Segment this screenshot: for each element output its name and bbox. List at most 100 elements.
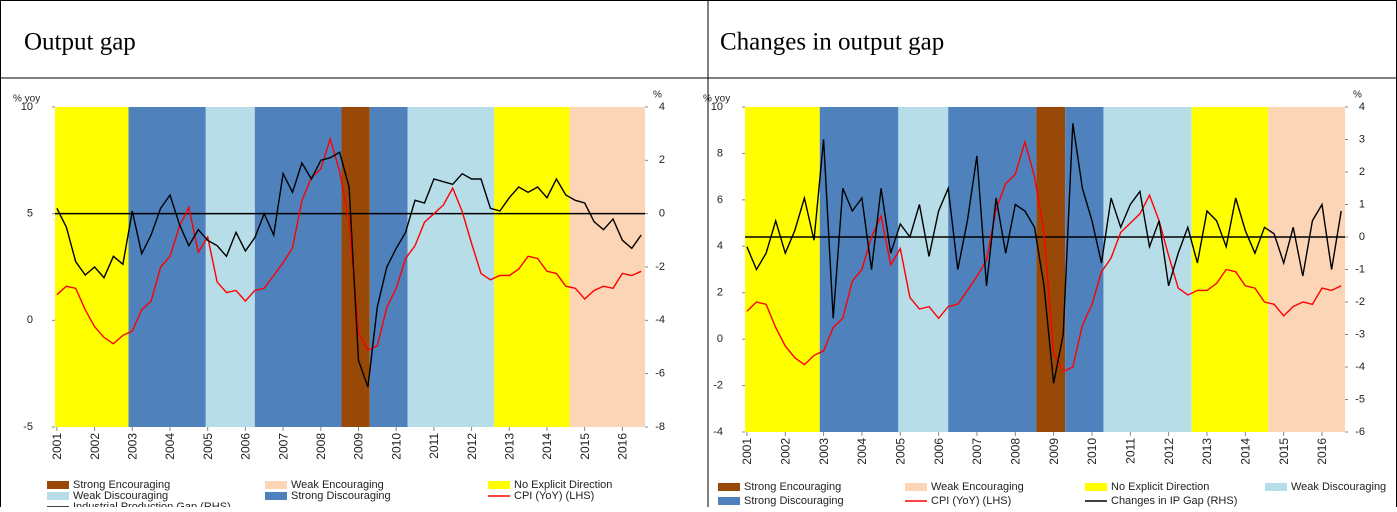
x-tick-label: 2008 xyxy=(314,433,328,460)
y2-tick-label: -8 xyxy=(655,421,665,433)
x-tick-label: 2014 xyxy=(540,433,554,460)
series-line xyxy=(746,139,1342,373)
legend-label: Weak Encouraging xyxy=(931,481,1024,493)
regime-band xyxy=(948,107,1037,432)
x-tick-label: 2001 xyxy=(50,433,64,460)
y-tick-label: 10 xyxy=(711,101,723,113)
x-tick-label: 2012 xyxy=(1162,438,1176,465)
x-tick-label: 2007 xyxy=(970,438,984,465)
y2-tick-label: -5 xyxy=(1355,393,1365,405)
x-tick-label: 2015 xyxy=(1277,438,1291,465)
y-axis-label: % yoy xyxy=(703,94,730,105)
legend-label: CPI (YoY) (LHS) xyxy=(931,495,1011,507)
y-tick-label: 5 xyxy=(27,208,33,220)
x-tick-label: 2008 xyxy=(1008,438,1022,465)
legend-swatch xyxy=(47,492,69,500)
y2-tick-label: 2 xyxy=(1359,166,1365,178)
cell-title: Output gap xyxy=(24,29,136,56)
y-tick-label: -4 xyxy=(713,426,723,438)
x-tick-label: 2014 xyxy=(1238,438,1252,465)
x-tick-label: 2010 xyxy=(389,433,403,460)
y2-axis-label: % xyxy=(653,90,662,101)
legend-swatch xyxy=(265,481,287,489)
x-tick-label: 2003 xyxy=(817,438,831,465)
y-tick-label: 4 xyxy=(717,240,723,252)
y-axis-label: % yoy xyxy=(13,94,40,105)
x-tick-label: 2002 xyxy=(88,433,102,460)
y-tick-label: 0 xyxy=(717,333,723,345)
series-line xyxy=(56,136,642,352)
regime-band xyxy=(55,107,129,427)
y-tick-label: 6 xyxy=(717,194,723,206)
y2-tick-label: 2 xyxy=(659,154,665,166)
x-tick-label: 2003 xyxy=(125,433,139,460)
x-tick-label: 2015 xyxy=(578,433,592,460)
regime-band xyxy=(254,107,342,427)
regime-band xyxy=(745,107,820,432)
regime-band xyxy=(407,107,495,427)
legend-swatch xyxy=(47,481,69,489)
legend-label: Strong Encouraging xyxy=(73,479,170,491)
regime-band xyxy=(369,107,408,427)
y2-tick-label: 3 xyxy=(1359,133,1365,145)
y-tick-label: 0 xyxy=(27,314,33,326)
legend-label: Weak Encouraging xyxy=(291,479,384,491)
x-tick-label: 2005 xyxy=(893,438,907,465)
x-tick-label: 2011 xyxy=(1123,438,1137,464)
x-tick-label: 2006 xyxy=(932,438,946,465)
y2-tick-label: 0 xyxy=(659,208,665,220)
y-tick-label: -5 xyxy=(23,421,33,433)
legend-swatch xyxy=(265,492,287,500)
y2-tick-label: 1 xyxy=(1359,198,1365,210)
y2-tick-label: -4 xyxy=(1355,361,1365,373)
x-tick-label: 2001 xyxy=(740,438,754,465)
y2-tick-label: -2 xyxy=(1355,296,1365,308)
regime-band xyxy=(1191,107,1269,432)
regime-band xyxy=(341,107,370,427)
legend-label: CPI (YoY) (LHS) xyxy=(514,490,594,502)
legend-label: Weak Discouraging xyxy=(73,490,168,502)
y-tick-label: 2 xyxy=(717,287,723,299)
y2-tick-label: -1 xyxy=(1355,263,1365,275)
legend-label: Strong Encouraging xyxy=(744,481,841,493)
legend-label: No Explicit Direction xyxy=(1111,481,1209,493)
y2-tick-label: -3 xyxy=(1355,328,1365,340)
x-tick-label: 2007 xyxy=(276,433,290,460)
regime-band xyxy=(128,107,206,427)
legend-label: Weak Discouraging xyxy=(1291,481,1386,493)
x-tick-label: 2011 xyxy=(427,433,441,459)
x-tick-label: 2006 xyxy=(239,433,253,460)
regime-band xyxy=(205,107,255,427)
legend-label: Changes in IP Gap (RHS) xyxy=(1111,495,1237,507)
y-tick-label: -2 xyxy=(713,379,723,391)
y2-tick-label: 4 xyxy=(1359,101,1365,113)
regime-band xyxy=(1268,107,1345,432)
x-tick-label: 2013 xyxy=(502,433,516,460)
y2-axis-label: % xyxy=(1353,90,1362,101)
legend-swatch xyxy=(905,483,927,491)
y2-tick-label: -4 xyxy=(655,314,665,326)
regime-band xyxy=(569,107,645,427)
x-tick-label: 2002 xyxy=(778,438,792,465)
x-tick-label: 2012 xyxy=(465,433,479,460)
legend-label: Industrial Production Gap (RHS) xyxy=(73,501,231,507)
y-tick-label: 10 xyxy=(21,101,33,113)
x-tick-label: 2010 xyxy=(1085,438,1099,465)
legend-swatch xyxy=(718,483,740,491)
legend-swatch xyxy=(488,481,510,489)
legend-swatch xyxy=(1085,483,1107,491)
y2-tick-label: -2 xyxy=(655,261,665,273)
y-tick-label: 8 xyxy=(717,147,723,159)
x-tick-label: 2005 xyxy=(201,433,215,460)
series-line xyxy=(56,151,642,388)
y2-tick-label: 4 xyxy=(659,101,665,113)
x-tick-label: 2009 xyxy=(352,433,366,460)
legend-label: Strong Discouraging xyxy=(744,495,844,507)
legend-swatch xyxy=(718,497,740,505)
legend-swatch xyxy=(1265,483,1287,491)
legend-label: Strong Discouraging xyxy=(291,490,391,502)
y2-tick-label: 0 xyxy=(1359,231,1365,243)
x-tick-label: 2016 xyxy=(616,433,630,460)
